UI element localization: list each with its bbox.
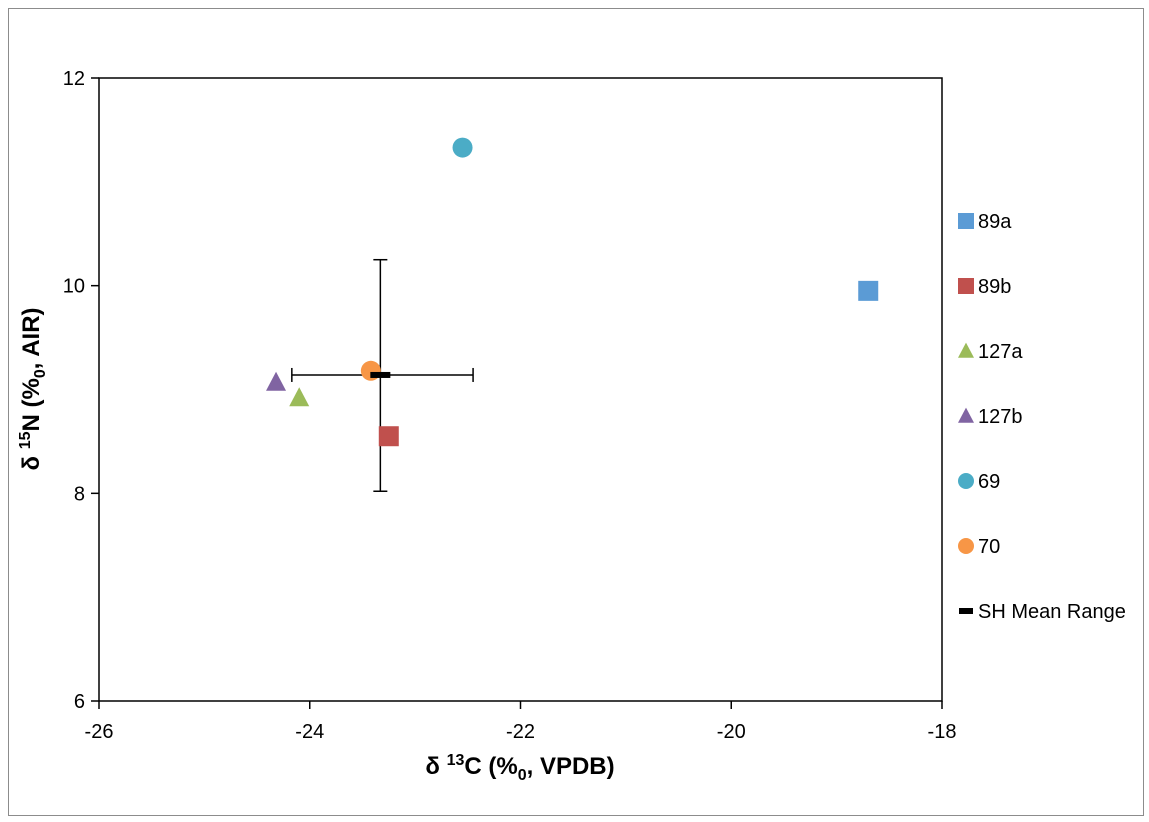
- legend: 89a 89b 127a 127b 69 70 SH Mean Range: [958, 211, 1126, 623]
- data-point-69: [452, 137, 473, 158]
- legend-label: 127b: [978, 406, 1023, 428]
- x-tick-label: -20: [717, 721, 746, 743]
- x-tick-label: -18: [928, 721, 957, 743]
- x-tick-label: -24: [295, 721, 324, 743]
- legend-marker-70: [958, 538, 974, 554]
- y-tick-label: 10: [63, 276, 85, 298]
- data-point-sh-mean-range: [370, 371, 391, 378]
- y-tick-label: 12: [63, 68, 85, 90]
- y-tick-label: 8: [74, 483, 85, 505]
- data-point-89a: [858, 280, 879, 301]
- legend-label: 89b: [978, 276, 1011, 298]
- x-axis: -26 -24 -22 -20 -18: [85, 701, 957, 743]
- y-axis: 6 8 10 12: [63, 68, 99, 713]
- y-tick-label: 6: [74, 691, 85, 713]
- x-tick-label: -22: [506, 721, 535, 743]
- legend-marker-89a: [958, 213, 974, 229]
- data-point-127a: [289, 387, 310, 407]
- legend-marker-89b: [958, 278, 974, 294]
- legend-marker-sh-mean-range: [959, 608, 973, 614]
- legend-label: SH Mean Range: [978, 601, 1126, 623]
- plot-area-border: [98, 77, 943, 702]
- x-tick-label: -26: [85, 721, 114, 743]
- scatter-plot: -26 -24 -22 -20 -18 6 8 10 12 89a 89b 127a 127b 69 7…: [17, 68, 1126, 784]
- legend-label: 89a: [978, 211, 1012, 233]
- legend-label: 70: [978, 536, 1000, 558]
- legend-label: 69: [978, 471, 1000, 493]
- data-point-127b: [266, 371, 287, 391]
- chart-area: -26 -24 -22 -20 -18 6 8 10 12 89a 89b 127a 127b 69 7…: [8, 8, 1144, 816]
- x-axis-title: δ 13C (%0, VPDB): [425, 752, 614, 784]
- legend-label: 127a: [978, 341, 1023, 363]
- legend-marker-69: [958, 473, 974, 489]
- legend-marker-127a: [958, 342, 974, 358]
- data-point-89b: [378, 426, 399, 447]
- y-axis-title: δ 15N (%0, AIR): [17, 307, 49, 470]
- data-points: [266, 137, 879, 447]
- legend-marker-127b: [958, 407, 974, 423]
